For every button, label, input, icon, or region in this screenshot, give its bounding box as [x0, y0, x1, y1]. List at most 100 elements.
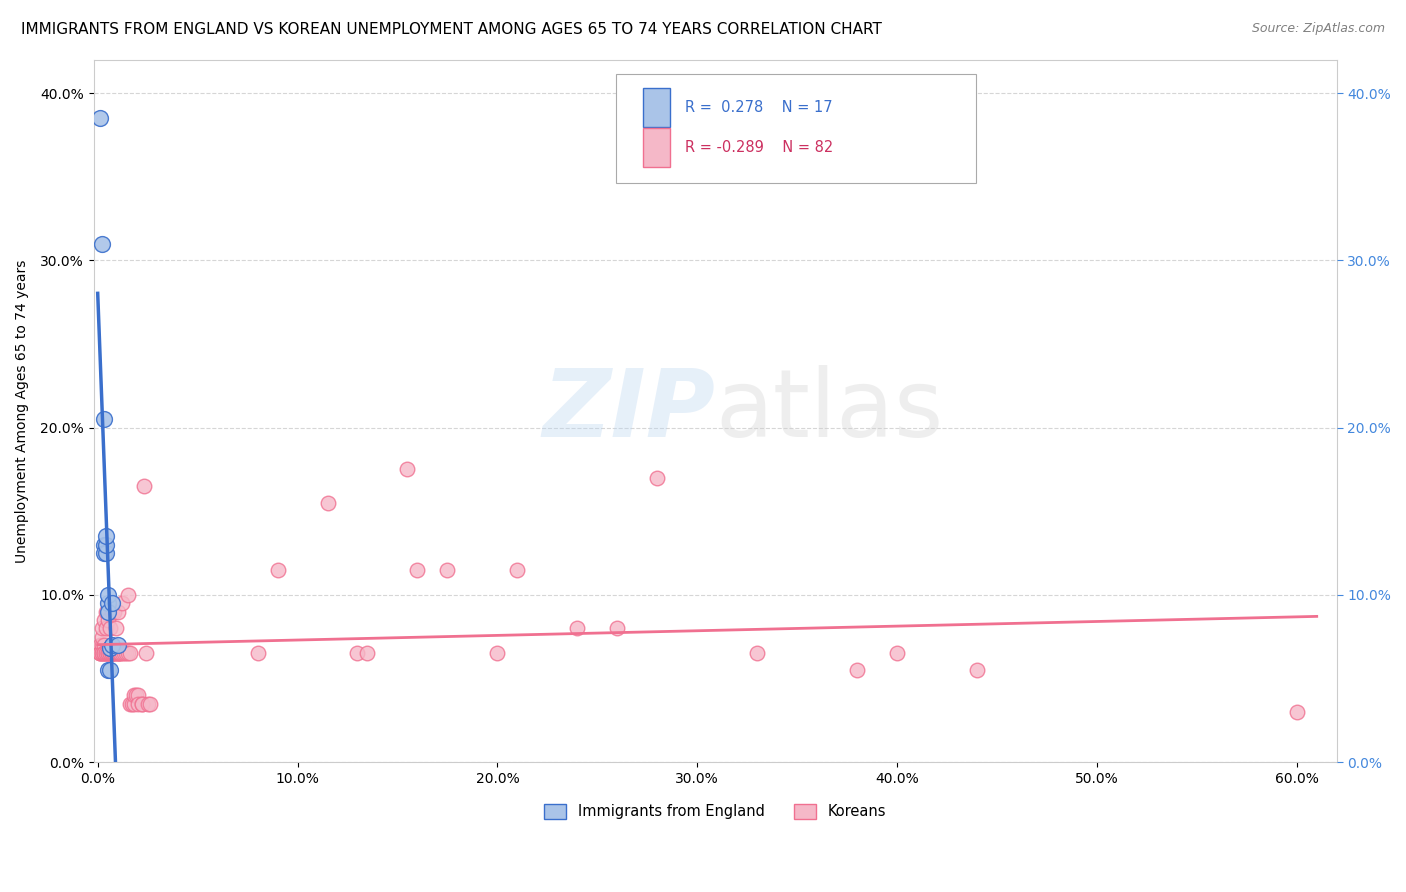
Point — [107, 638, 129, 652]
Point — [246, 646, 269, 660]
Point — [132, 479, 155, 493]
Point — [90, 646, 112, 660]
Point — [131, 697, 153, 711]
Point — [100, 638, 122, 652]
Point — [103, 646, 125, 660]
Point — [90, 236, 112, 251]
Point — [93, 546, 115, 560]
Text: R = -0.289    N = 82: R = -0.289 N = 82 — [685, 140, 834, 155]
Point — [93, 412, 115, 426]
Point — [127, 697, 149, 711]
Point — [846, 663, 869, 677]
Point — [606, 621, 628, 635]
Point — [103, 646, 125, 660]
Point — [396, 462, 419, 476]
Point — [97, 596, 120, 610]
Point — [124, 688, 146, 702]
Point — [135, 646, 157, 660]
Y-axis label: Unemployment Among Ages 65 to 74 years: Unemployment Among Ages 65 to 74 years — [15, 260, 30, 563]
Point — [94, 646, 117, 660]
Point — [97, 605, 120, 619]
Point — [94, 621, 117, 635]
Point — [346, 646, 368, 660]
Point — [98, 621, 121, 635]
Text: Source: ZipAtlas.com: Source: ZipAtlas.com — [1251, 22, 1385, 36]
Point — [117, 646, 139, 660]
Point — [93, 646, 115, 660]
FancyBboxPatch shape — [643, 88, 671, 127]
Point — [266, 563, 288, 577]
Point — [107, 646, 129, 660]
Point — [111, 646, 134, 660]
Point — [117, 588, 139, 602]
Point — [567, 621, 589, 635]
Point — [93, 646, 115, 660]
Point — [104, 621, 127, 635]
Point — [90, 621, 112, 635]
Point — [107, 646, 129, 660]
Point — [100, 605, 122, 619]
Point — [108, 646, 131, 660]
Point — [89, 646, 111, 660]
Point — [97, 646, 120, 660]
Point — [93, 538, 115, 552]
Point — [100, 638, 122, 652]
Point — [97, 646, 120, 660]
Point — [886, 646, 908, 660]
FancyBboxPatch shape — [616, 74, 976, 183]
Legend: Immigrants from England, Koreans: Immigrants from England, Koreans — [538, 798, 891, 825]
Point — [93, 613, 115, 627]
Point — [136, 697, 159, 711]
Point — [89, 646, 111, 660]
Point — [112, 646, 135, 660]
Point — [131, 697, 153, 711]
Point — [316, 496, 339, 510]
Point — [98, 641, 121, 656]
Point — [90, 646, 112, 660]
Text: IMMIGRANTS FROM ENGLAND VS KOREAN UNEMPLOYMENT AMONG AGES 65 TO 74 YEARS CORRELA: IMMIGRANTS FROM ENGLAND VS KOREAN UNEMPL… — [21, 22, 882, 37]
Point — [93, 646, 115, 660]
Point — [94, 605, 117, 619]
Point — [436, 563, 458, 577]
Point — [118, 646, 141, 660]
Point — [122, 688, 145, 702]
Point — [966, 663, 988, 677]
Point — [97, 646, 120, 660]
Point — [89, 646, 111, 660]
Point — [122, 697, 145, 711]
Point — [100, 596, 122, 610]
Point — [108, 646, 131, 660]
Point — [645, 471, 668, 485]
Point — [103, 605, 125, 619]
Point — [103, 646, 125, 660]
Point — [97, 588, 120, 602]
Point — [94, 646, 117, 660]
Point — [94, 529, 117, 543]
Point — [114, 646, 136, 660]
Point — [89, 638, 111, 652]
Text: R =  0.278    N = 17: R = 0.278 N = 17 — [685, 100, 832, 115]
Point — [97, 613, 120, 627]
Point — [97, 663, 120, 677]
Text: ZIP: ZIP — [543, 365, 716, 457]
Point — [506, 563, 529, 577]
FancyBboxPatch shape — [643, 128, 671, 167]
Point — [89, 111, 111, 125]
Point — [98, 663, 121, 677]
Point — [127, 688, 149, 702]
Point — [121, 697, 143, 711]
Point — [118, 697, 141, 711]
Point — [1285, 705, 1308, 719]
Point — [90, 638, 112, 652]
Point — [100, 646, 122, 660]
Point — [100, 646, 122, 660]
Point — [94, 538, 117, 552]
Point — [111, 596, 134, 610]
Point — [100, 638, 122, 652]
Text: atlas: atlas — [716, 365, 943, 457]
Point — [356, 646, 378, 660]
Point — [94, 546, 117, 560]
Point — [747, 646, 769, 660]
Point — [90, 630, 112, 644]
Point — [406, 563, 429, 577]
